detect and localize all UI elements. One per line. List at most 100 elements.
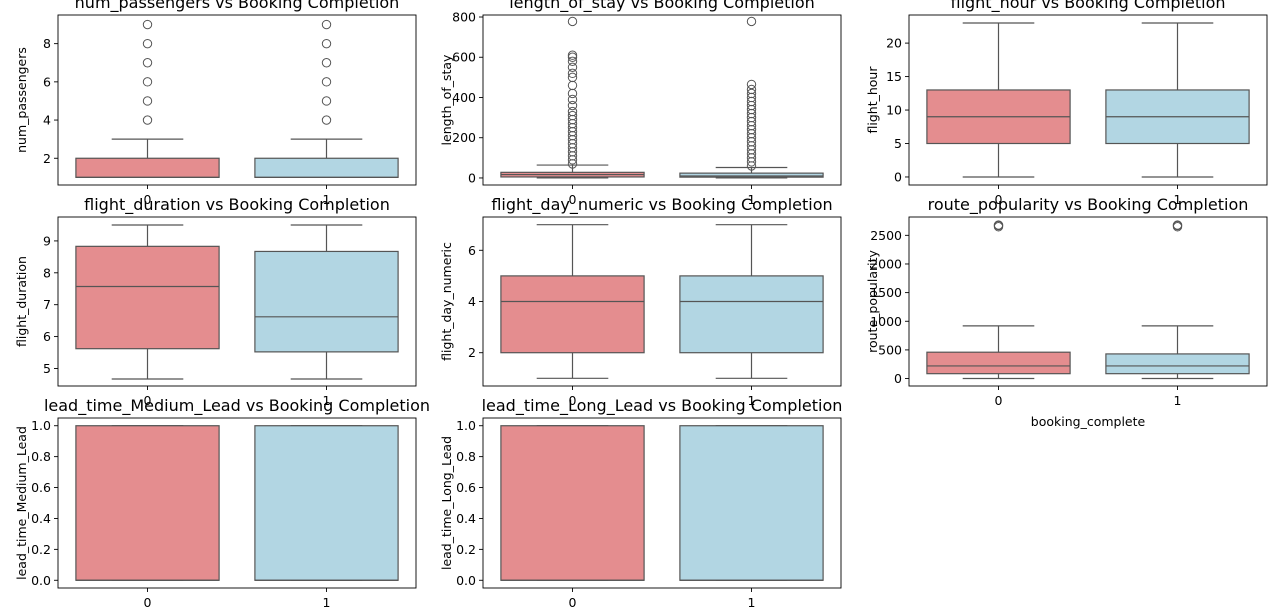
- box-0: [75, 19, 220, 178]
- plot-frame: [482, 417, 842, 589]
- x-tick-label: 1: [748, 192, 756, 207]
- iqr-box: [254, 157, 399, 178]
- panel-7: lead_time_Medium_Lead vs Booking Complet…: [14, 396, 430, 610]
- box-0: [500, 16, 645, 179]
- panel-1: num_passengers vs Booking Completion num_…: [14, 0, 417, 207]
- plot-frame: [908, 216, 1268, 387]
- y-tick-label: 2: [468, 345, 476, 360]
- y-axis-label: lead_time_Medium_Lead: [14, 426, 29, 580]
- outlier-point: [321, 77, 332, 87]
- outlier-point: [567, 110, 578, 121]
- y-tick-label: 200: [452, 130, 476, 145]
- y-axis-label: lead_time_Long_Lead: [439, 436, 454, 570]
- iqr-box: [75, 425, 220, 581]
- plot-frame: [908, 14, 1268, 186]
- x-tick-label: 0: [569, 393, 577, 408]
- iqr-box: [75, 245, 220, 350]
- chart-title: flight_hour vs Booking Completion: [950, 0, 1225, 13]
- x-tick-label: 1: [323, 393, 331, 408]
- y-tick-label: 2: [43, 151, 51, 166]
- panel-3: flight_hour vs Booking Completion flight_…: [865, 0, 1268, 207]
- outlier-point: [567, 106, 578, 117]
- y-tick-label: 4: [43, 113, 51, 128]
- y-tick-label: 20: [886, 36, 902, 51]
- y-tick-label: 0.2: [456, 542, 476, 557]
- y-tick-label: 0.4: [31, 511, 51, 526]
- outlier-point: [142, 58, 153, 68]
- y-tick-label: 0.0: [456, 573, 476, 588]
- y-tick-label: 10: [886, 103, 902, 118]
- panel-6: route_popularity vs Booking Completion ro…: [865, 195, 1268, 429]
- outlier-point: [567, 56, 578, 66]
- iqr-box: [254, 425, 399, 581]
- iqr-box: [1105, 353, 1250, 375]
- chart-title: length_of_stay vs Booking Completion: [509, 0, 815, 13]
- outlier-point: [142, 77, 153, 87]
- y-tick-label: 800: [452, 10, 476, 25]
- outlier-point: [567, 94, 578, 105]
- y-tick-label: 0: [468, 170, 476, 185]
- box-0: [500, 425, 645, 581]
- y-tick-label: 0.0: [31, 573, 51, 588]
- outlier-point: [567, 100, 578, 111]
- x-tick-label: 0: [569, 595, 577, 610]
- outlier-point: [567, 62, 578, 73]
- box-1: [254, 19, 399, 178]
- y-axis-label: length_of_stay: [439, 54, 454, 145]
- box-1: [254, 224, 399, 380]
- x-tick-label: 0: [144, 393, 152, 408]
- chart-title: route_popularity vs Booking Completion: [928, 195, 1249, 215]
- x-tick-label: 0: [995, 192, 1003, 207]
- outlier-point: [567, 72, 578, 83]
- iqr-box: [500, 275, 645, 354]
- x-axis-label: booking_complete: [1031, 414, 1146, 429]
- box-1: [254, 425, 399, 581]
- iqr-box: [500, 425, 645, 581]
- y-tick-label: 1500: [870, 285, 902, 300]
- iqr-box: [75, 157, 220, 178]
- y-tick-label: 0: [894, 169, 902, 184]
- outlier-point: [142, 96, 153, 106]
- x-tick-label: 1: [748, 393, 756, 408]
- y-tick-label: 0: [894, 371, 902, 386]
- panel-8: lead_time_Long_Lead vs Booking Completio…: [439, 396, 842, 610]
- plot-frame: [482, 14, 842, 186]
- x-tick-label: 0: [569, 192, 577, 207]
- y-tick-label: 0.8: [31, 449, 51, 464]
- outlier-point: [142, 19, 153, 30]
- box-1: [679, 16, 824, 179]
- x-tick-label: 1: [748, 595, 756, 610]
- x-tick-label: 1: [323, 192, 331, 207]
- outlier-point: [321, 115, 332, 125]
- box-0: [75, 425, 220, 581]
- outlier-point: [746, 16, 757, 27]
- y-tick-label: 500: [878, 342, 902, 357]
- y-tick-label: 8: [43, 36, 51, 51]
- y-tick-label: 1.0: [456, 418, 476, 433]
- y-axis-label: flight_duration: [14, 256, 29, 347]
- y-tick-label: 8: [43, 265, 51, 280]
- x-tick-label: 1: [323, 595, 331, 610]
- y-axis-label: flight_day_numeric: [439, 242, 454, 361]
- iqr-box: [679, 172, 824, 178]
- outlier-point: [993, 220, 1004, 230]
- outlier-point: [567, 88, 578, 99]
- box-0: [926, 22, 1071, 178]
- chart-title: lead_time_Long_Lead vs Booking Completio…: [482, 396, 843, 416]
- x-tick-label: 0: [144, 595, 152, 610]
- outlier-point: [746, 79, 757, 90]
- y-tick-label: 1000: [870, 314, 902, 329]
- y-tick-label: 400: [452, 90, 476, 105]
- outlier-point: [321, 58, 332, 68]
- y-axis-label: num_passengers: [14, 47, 29, 153]
- y-tick-label: 5: [43, 361, 51, 376]
- iqr-box: [254, 250, 399, 353]
- panel-4: flight_duration vs Booking Completion fli…: [14, 195, 417, 408]
- chart-title: flight_duration vs Booking Completion: [84, 195, 390, 215]
- y-tick-label: 0.6: [31, 480, 51, 495]
- y-tick-label: 9: [43, 233, 51, 248]
- y-tick-label: 7: [43, 297, 51, 312]
- y-tick-label: 6: [43, 74, 51, 89]
- x-tick-label: 0: [995, 393, 1003, 408]
